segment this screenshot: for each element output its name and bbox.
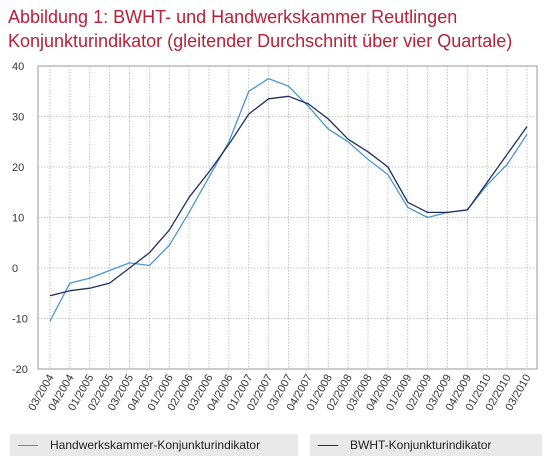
legend-item-hwk: Handwerkskammer-Konjunkturindikator xyxy=(10,434,298,456)
y-tick-label: 0 xyxy=(12,263,18,275)
y-tick-label: 40 xyxy=(12,61,24,73)
legend-item-bwht: BWHT-Konjunkturindikator xyxy=(310,434,542,456)
grid-lines xyxy=(38,66,537,369)
legend-label-bwht: BWHT-Konjunkturindikator xyxy=(350,438,492,452)
series-lines xyxy=(49,77,528,322)
y-tick-label: -10 xyxy=(12,314,28,326)
legend-swatch-bwht xyxy=(318,444,338,446)
y-tick-label: 20 xyxy=(12,162,24,174)
legend-label-hwk: Handwerkskammer-Konjunkturindikator xyxy=(50,438,261,452)
y-tick-label: 10 xyxy=(12,213,24,225)
series-line-bwht xyxy=(49,95,528,297)
chart-title-line-2: Konjunkturindikator (gleitender Durchsch… xyxy=(8,31,513,51)
y-tick-label: 30 xyxy=(12,112,24,124)
legend-swatch-hwk xyxy=(18,444,38,446)
chart-title-line-1: Abbildung 1: BWHT- und Handwerkskammer R… xyxy=(8,7,458,27)
y-tick-label: -20 xyxy=(12,364,28,376)
